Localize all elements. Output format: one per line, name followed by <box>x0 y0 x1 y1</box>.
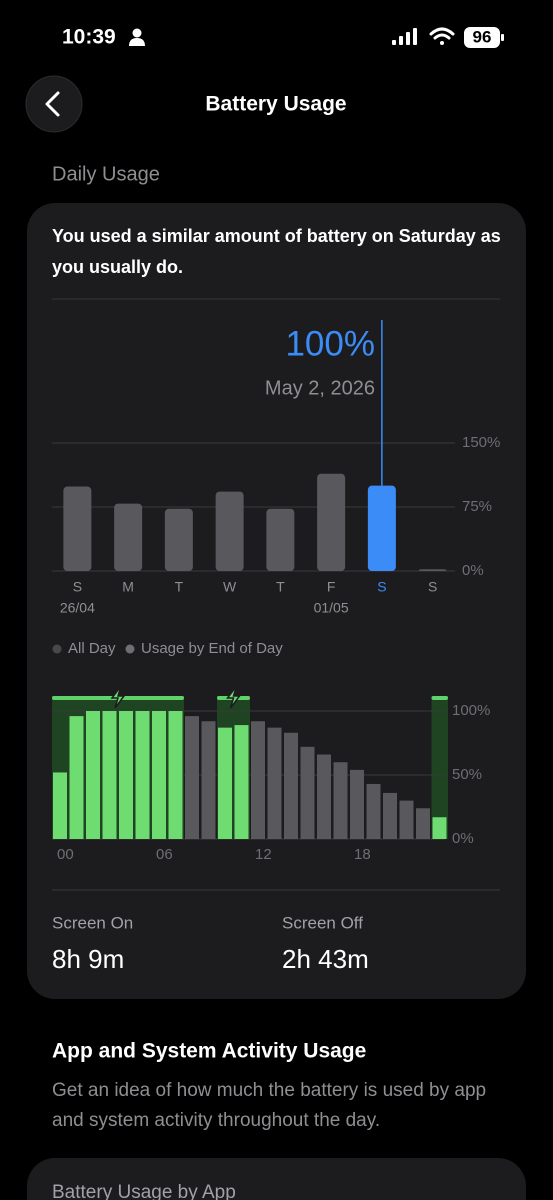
charging-band <box>431 696 448 839</box>
screen-on-label: Screen On <box>52 913 133 932</box>
bar <box>218 727 232 839</box>
bar <box>416 808 430 839</box>
x-tick-label: S <box>428 579 437 595</box>
x-tick-label: T <box>175 579 184 595</box>
bar <box>266 508 295 571</box>
legend-dot <box>125 644 135 654</box>
x-tick-label: 12 <box>255 846 272 863</box>
bar <box>366 783 381 839</box>
x-tick-label: F <box>327 579 336 595</box>
bar <box>383 792 397 839</box>
bar <box>53 772 67 839</box>
bar <box>201 721 216 839</box>
wifi-icon <box>429 27 455 45</box>
person-icon <box>129 28 145 46</box>
y-tick-label: 150% <box>462 434 500 451</box>
bar <box>418 569 447 571</box>
bar <box>333 762 348 839</box>
signal-icon <box>392 28 417 45</box>
legend-label: Usage by End of Day <box>141 640 283 657</box>
bar <box>284 732 298 839</box>
y-tick-label: 0% <box>462 562 484 579</box>
screen-off-label: Screen Off <box>282 913 363 932</box>
selected-date: May 2, 2026 <box>265 377 375 399</box>
battery-cap <box>501 34 504 41</box>
x-tick-label: M <box>122 579 134 595</box>
bar <box>69 716 84 839</box>
bar <box>86 711 100 839</box>
selected-value: 100% <box>285 324 375 363</box>
bar <box>168 711 183 839</box>
back-button[interactable] <box>25 75 83 133</box>
legend-label: All Day <box>68 640 116 657</box>
x-tick-label: 00 <box>57 846 74 863</box>
bar <box>234 725 249 839</box>
summary: You used a similar amount of battery on … <box>52 226 501 277</box>
bar <box>317 473 346 571</box>
usage-card <box>27 203 526 999</box>
activity-description: Get an idea of how much the battery is u… <box>52 1080 487 1131</box>
bar <box>215 491 244 571</box>
bar <box>267 727 282 839</box>
y-tick-label: 75% <box>462 498 492 515</box>
x-tick-label: S <box>73 579 82 595</box>
app-card-title: Battery Usage by App <box>52 1182 236 1200</box>
bar <box>119 711 133 839</box>
charging-icon <box>110 685 126 709</box>
bar <box>251 721 265 839</box>
battery-icon <box>464 27 500 48</box>
screen-off-value: 2h 43m <box>282 944 369 974</box>
page-title: Battery Usage <box>205 93 346 116</box>
x-tick-label: W <box>223 579 237 595</box>
bar <box>350 769 364 839</box>
screen-on-value: 8h 9m <box>52 944 124 974</box>
bar <box>399 800 414 839</box>
app-card <box>27 1158 526 1200</box>
date-label: 01/05 <box>314 600 349 616</box>
legend-dot <box>52 644 62 654</box>
activity-title: App and System Activity Usage <box>52 1040 366 1063</box>
x-tick-label: S <box>377 579 386 595</box>
bar <box>102 711 117 839</box>
bar <box>152 711 166 839</box>
x-tick-label: 18 <box>354 846 371 863</box>
bar <box>135 711 150 839</box>
bar <box>114 503 143 571</box>
x-tick-label: T <box>276 579 285 595</box>
section-title: Daily Usage <box>52 163 160 185</box>
bar <box>185 716 199 839</box>
status-time: 10:39 <box>62 26 116 49</box>
battery-level: 96 <box>473 27 492 46</box>
bar <box>164 508 193 571</box>
y-tick-label: 0% <box>452 830 474 847</box>
charging-edge <box>431 696 448 700</box>
y-tick-label: 50% <box>452 766 482 783</box>
bar <box>432 817 447 839</box>
bar <box>317 754 331 839</box>
bar <box>300 746 315 839</box>
date-label: 26/04 <box>60 600 95 616</box>
y-tick-label: 100% <box>452 702 490 719</box>
charging-icon <box>226 685 241 709</box>
bar <box>367 485 396 571</box>
bar <box>63 486 92 571</box>
x-tick-label: 06 <box>156 846 173 863</box>
